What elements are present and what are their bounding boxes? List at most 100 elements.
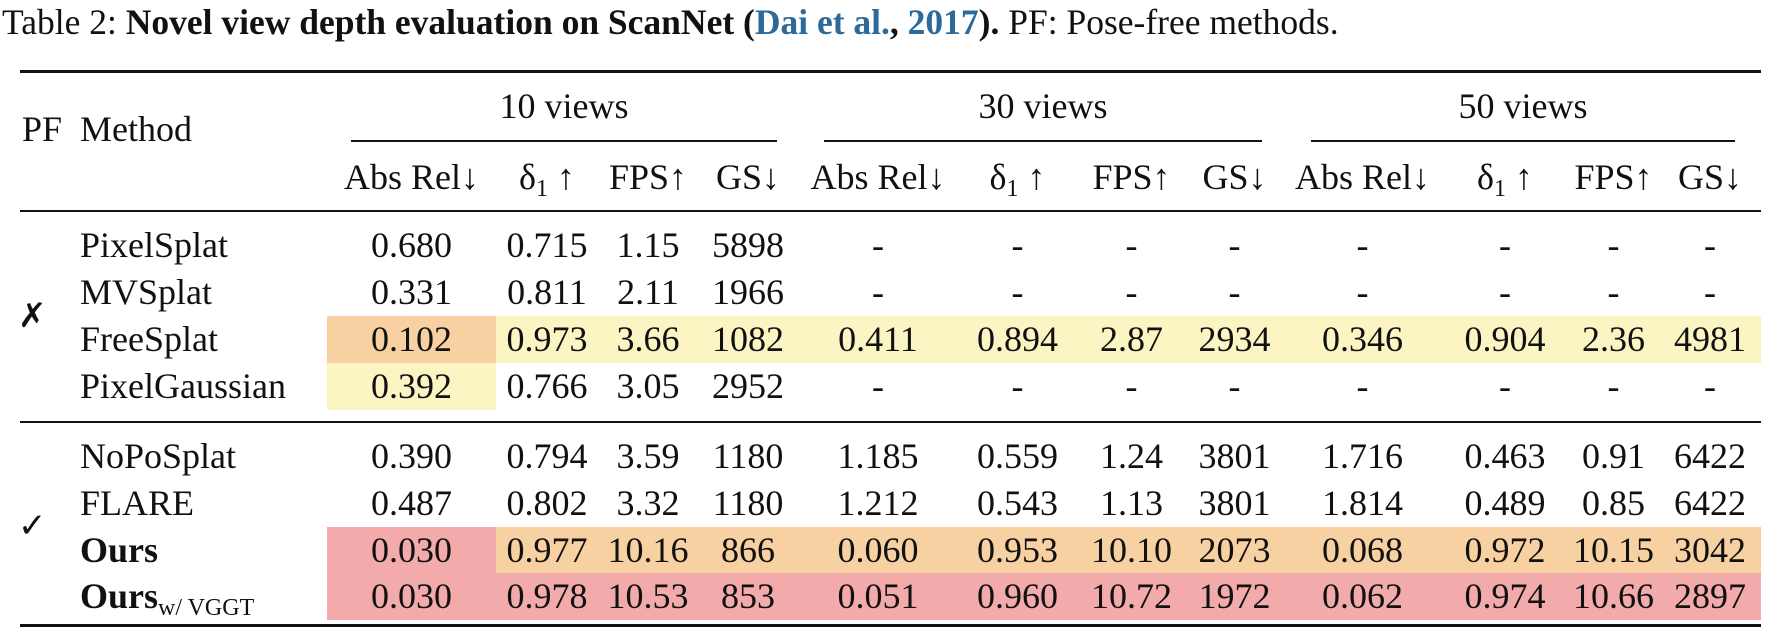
table-cell: 0.489 <box>1464 482 1546 523</box>
table-cell: - <box>1125 224 1138 265</box>
table-cell: 4981 <box>1659 315 1761 363</box>
metric-header: GS↓ <box>1202 157 1267 197</box>
pf-symbol: ✓ <box>18 506 47 546</box>
caption: Table 2: Novel view depth evaluation on … <box>2 0 1339 44</box>
table-cell: 1.24 <box>1100 435 1163 476</box>
table-cell: - <box>1011 224 1024 265</box>
table-cell: - <box>872 224 884 265</box>
citation-author[interactable]: Dai et al. <box>754 2 890 42</box>
group-underline <box>824 140 1262 142</box>
table-cell: - <box>1356 271 1369 312</box>
metric-header: FPS↑ <box>1574 157 1653 197</box>
table-cell: 0.802 <box>506 482 588 523</box>
table-cell: 0.068 <box>1283 526 1442 574</box>
table-cell: 0.973 <box>496 315 598 363</box>
table-cell: 1082 <box>698 315 798 363</box>
metric-header-text: δ <box>519 157 536 197</box>
pf-header: PF <box>22 109 63 149</box>
table-cell: 3801 <box>1198 435 1271 476</box>
metric-header: FPS↑ <box>608 157 688 197</box>
method-name: Oursw/ VGGT <box>80 573 255 621</box>
table-cell: - <box>1499 224 1511 265</box>
metric-header: GS↓ <box>1677 157 1743 197</box>
group-underline <box>1311 140 1735 142</box>
table-cell: 3.05 <box>616 365 680 406</box>
table-cell: 3.66 <box>598 315 698 363</box>
table-cell: - <box>872 365 884 406</box>
table-cell: 3.32 <box>616 482 680 523</box>
table-cell: - <box>1356 224 1369 265</box>
citation-separator: , <box>889 2 908 42</box>
table-cell: 2.11 <box>617 271 679 312</box>
table-cell: - <box>1228 365 1241 406</box>
table-cell: 0.463 <box>1464 435 1546 476</box>
table-cell: 1.814 <box>1322 482 1403 523</box>
table-cell: 10.72 <box>1077 572 1186 620</box>
table-cell: 0.487 <box>371 482 452 523</box>
method-name-text: Ours <box>80 575 159 616</box>
table-cell: 0.030 <box>327 572 496 620</box>
table-cell: 0.960 <box>958 572 1077 620</box>
table-cell: 0.972 <box>1442 526 1568 574</box>
table-cell: - <box>1704 365 1716 406</box>
table-cell: 853 <box>698 572 798 620</box>
method-name: FreeSplat <box>80 318 218 359</box>
table-cell: 1966 <box>712 271 784 312</box>
table-cell: 866 <box>698 526 798 574</box>
table-cell: 0.390 <box>371 435 452 476</box>
table-cell: 0.062 <box>1283 572 1442 620</box>
table-cell: 0.978 <box>496 572 598 620</box>
table-cell: - <box>1499 365 1511 406</box>
table-cell: 1.716 <box>1322 435 1403 476</box>
method-name: NoPoSplat <box>80 435 237 476</box>
table-cell: 1.185 <box>837 435 919 476</box>
table-cell: 1.13 <box>1100 482 1163 523</box>
metric-header: Abs Rel↓ <box>810 157 946 197</box>
table-cell: 1180 <box>712 482 784 523</box>
table-cell: 0.894 <box>958 315 1077 363</box>
table-cell: 1180 <box>712 435 784 476</box>
table-cell: 0.559 <box>977 435 1058 476</box>
top-rule <box>20 70 1761 73</box>
table-cell: 0.766 <box>506 365 588 406</box>
metric-header-subscript: 1 <box>1006 176 1019 203</box>
table-cell: 10.15 <box>1568 526 1659 574</box>
header-rule <box>20 210 1761 212</box>
table-cell: 0.411 <box>798 315 958 363</box>
table-cell: 0.904 <box>1442 315 1568 363</box>
table-cell: 2934 <box>1186 315 1283 363</box>
metric-header: GS↓ <box>715 157 781 197</box>
table-cell: 3.59 <box>616 435 680 476</box>
metric-header: δ1 ↑ <box>484 155 610 211</box>
table-cell: 1972 <box>1186 572 1283 620</box>
metric-header-suffix: ↑ <box>1018 157 1046 197</box>
metric-header-subscript: 1 <box>1493 176 1506 203</box>
metric-header: δ1 ↑ <box>1430 155 1580 211</box>
metric-header-suffix: ↑ <box>1505 157 1533 197</box>
citation-year[interactable]: 2017 <box>907 2 979 42</box>
table-cell: - <box>1011 365 1024 406</box>
table-cell: 0.85 <box>1582 482 1645 523</box>
caption-note: PF: Pose-free methods. <box>1008 2 1339 42</box>
table-cell: - <box>1125 365 1138 406</box>
table-cell: 5898 <box>712 224 784 265</box>
table-cell: - <box>1607 365 1620 406</box>
caption-label: Table 2: <box>2 2 117 42</box>
table-cell: 2.87 <box>1077 315 1186 363</box>
table-cell: 0.030 <box>327 526 496 574</box>
metric-header-text: δ <box>989 157 1007 197</box>
group-underline <box>351 140 777 142</box>
table-cell: - <box>1704 224 1716 265</box>
table-cell: 6422 <box>1674 482 1746 523</box>
table-cell: - <box>1356 365 1369 406</box>
method-header: Method <box>80 109 192 149</box>
table-cell: 3801 <box>1198 482 1271 523</box>
table-cell: 10.66 <box>1568 572 1659 620</box>
table-cell: 0.794 <box>506 435 588 476</box>
table-cell: - <box>1607 224 1620 265</box>
table-cell: 0.543 <box>977 482 1058 523</box>
metric-header-subscript: 1 <box>535 176 548 203</box>
method-name-subscript: w/ VGGT <box>158 594 255 621</box>
table-cell: - <box>1011 271 1024 312</box>
